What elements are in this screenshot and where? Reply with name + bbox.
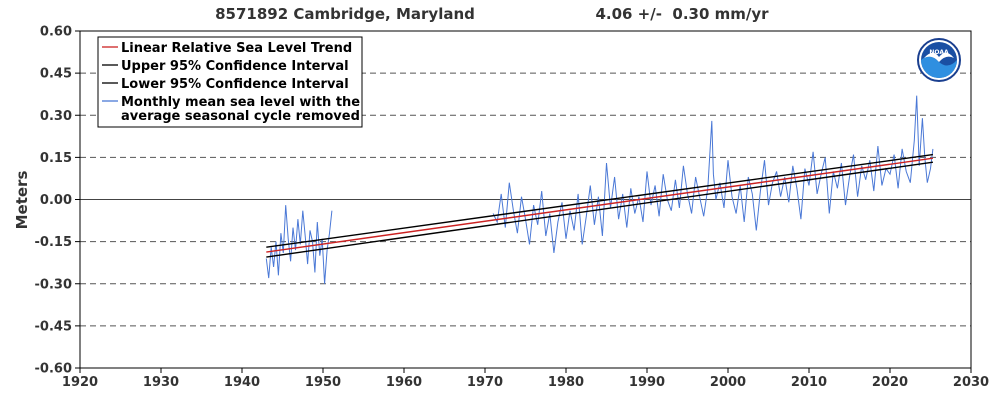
plot-frame [79,30,972,369]
trend-line [266,157,934,253]
legend-label-monthly-line1: Monthly mean sea level with the [121,95,360,110]
y-tick-label: 0.45 [40,67,72,82]
x-tick-label: 1920 [62,375,98,390]
x-tick-label: 2000 [710,375,746,390]
legend-label-trend: Linear Relative Sea Level Trend [121,41,352,56]
monthly-mean-series-segment-2 [492,95,934,253]
legend-label-monthly: Monthly mean sea level with the average … [121,95,365,124]
x-tick-label: 2010 [791,375,827,390]
y-tick-label: -0.45 [35,319,72,334]
y-axis-label: Meters [13,171,31,230]
x-tick-label: 1940 [224,375,260,390]
x-tick-label: 1990 [629,375,665,390]
lower-line [266,161,934,258]
y-tick-label: 0.60 [40,25,72,40]
legend-box [97,36,363,128]
noaa-logo-text: NOAA [929,49,949,56]
legend: Linear Relative Sea Level Trend Upper 95… [97,36,365,128]
upper-line [266,153,934,248]
legend-label-lower: Lower 95% Confidence Interval [121,77,349,92]
x-axis-ticks: 1920 1930 1940 1950 1960 1970 1980 1990 2000 2010… [62,368,989,390]
chart-title-station: 8571892 Cambridge, Maryland [215,5,475,23]
noaa-logo-bird-wave [921,56,957,78]
x-tick-label: 1950 [305,375,341,390]
y-axis-ticks: 0.60 0.45 0.30 0.15 0.00 -0.15 -0.30 -0.45 -0.60 [35,25,80,377]
y-tick-label: 0.15 [40,151,72,166]
y-tick-label: -0.30 [35,277,72,292]
x-tick-label: 1980 [548,375,584,390]
x-tick-label: 1970 [467,375,503,390]
legend-label-upper: Upper 95% Confidence Interval [121,59,349,74]
y-tick-label: 0.00 [40,193,72,208]
x-tick-label: 1930 [143,375,179,390]
y-tick-label: -0.60 [35,362,72,377]
y-tick-label: -0.15 [35,235,72,250]
noaa-logo: NOAA [917,38,961,82]
noaa-logo-gull [924,52,954,62]
plot-series [265,95,934,284]
monthly-mean-series-segment-1 [265,205,333,284]
chart-title-rate: 4.06 +/- 0.30 mm/yr [595,5,769,23]
legend-label-monthly-line2: average seasonal cycle removed [121,109,360,124]
x-tick-label: 2020 [872,375,908,390]
y-tick-label: 0.30 [40,109,72,124]
x-tick-label: 2030 [953,375,989,390]
x-tick-label: 1960 [386,375,422,390]
